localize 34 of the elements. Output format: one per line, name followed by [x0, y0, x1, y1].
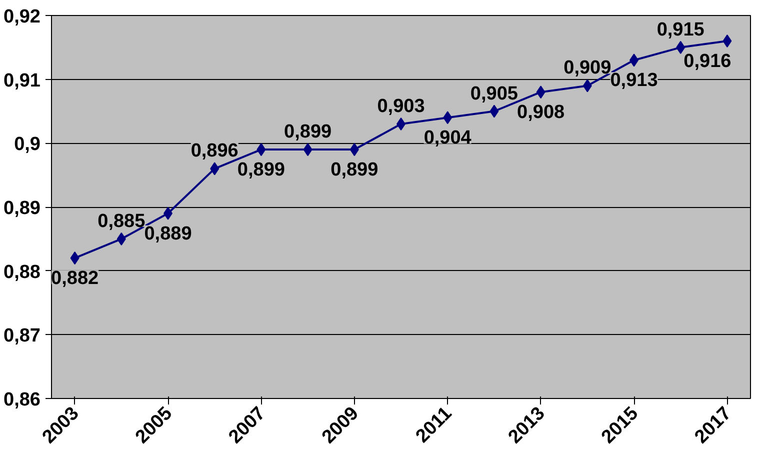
data-label: 0,913: [610, 70, 658, 92]
point: [303, 143, 312, 156]
data-label: 0,899: [330, 160, 378, 181]
data-label: 0,909: [564, 58, 612, 79]
data-label: 0,885: [98, 210, 146, 232]
y-tick-label: 0,86: [4, 390, 41, 410]
point: [722, 34, 732, 48]
data-label: 0,899: [284, 122, 332, 143]
point: [256, 143, 266, 156]
data-label: 0,908: [517, 102, 565, 124]
data-label: 0,896: [190, 140, 238, 162]
point: [70, 252, 80, 265]
point: [490, 104, 499, 118]
point: [536, 86, 546, 99]
y-tick-label: 0,9: [14, 134, 41, 156]
y-tick-label: 0,87: [4, 326, 41, 347]
point: [443, 111, 452, 124]
data-label: 0,916: [684, 51, 732, 72]
y-tick-label: 0,88: [4, 262, 41, 283]
data-label: 0,899: [237, 160, 285, 181]
data-label: 0,905: [470, 83, 518, 104]
point: [582, 79, 592, 92]
point: [676, 40, 686, 54]
point: [350, 143, 359, 156]
y-tick-label: 0,92: [4, 6, 41, 28]
data-label: 0,903: [377, 96, 425, 118]
data-label: 0,904: [424, 128, 472, 149]
data-label: 0,889: [144, 223, 192, 244]
y-tick-label: 0,91: [4, 70, 41, 92]
y-tick-label: 0,89: [4, 198, 41, 219]
data-label: 0,915: [656, 19, 705, 40]
point: [210, 162, 220, 176]
data-label: 0,882: [51, 268, 99, 290]
point: [116, 232, 126, 246]
